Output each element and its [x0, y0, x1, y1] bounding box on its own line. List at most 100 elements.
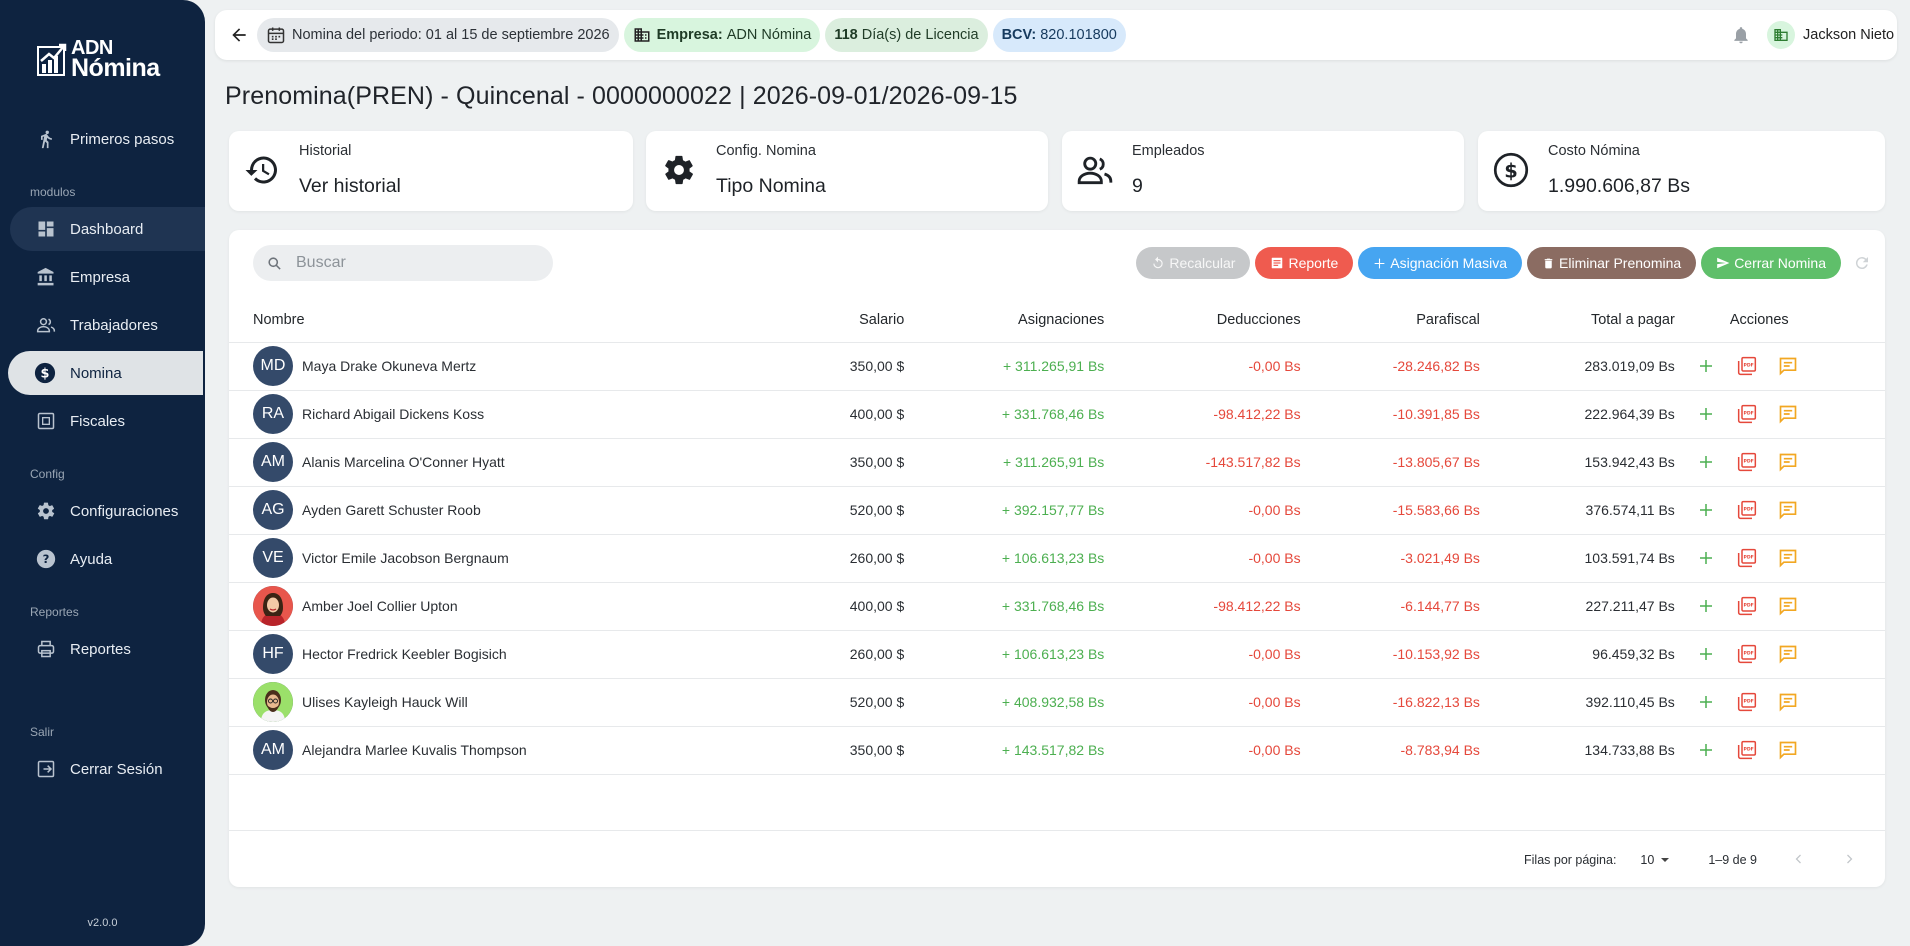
- search-input[interactable]: [296, 254, 516, 272]
- table-row[interactable]: Amber Joel Collier Upton 400,00 $ + 331.…: [229, 581, 1885, 630]
- comment-icon: [1779, 453, 1797, 472]
- man-avatar-icon: [253, 682, 293, 722]
- table-row[interactable]: RA Richard Abigail Dickens Koss 400,00 $ …: [229, 389, 1885, 438]
- pdf-button[interactable]: PDF: [1732, 591, 1762, 621]
- people-icon: [36, 318, 56, 333]
- card-config-nomina[interactable]: Config. Nomina Tipo Nomina: [646, 131, 1048, 211]
- comment-button[interactable]: [1773, 735, 1803, 765]
- parafiscal-cell: -13.805,67 Bs: [1300, 437, 1480, 486]
- walking-person-icon: [41, 130, 52, 149]
- sidebar-item-nomina[interactable]: $ Nomina: [8, 351, 203, 395]
- add-asignacion-button[interactable]: [1691, 495, 1721, 525]
- add-asignacion-button[interactable]: [1691, 639, 1721, 669]
- parafiscal-cell: -15.583,66 Bs: [1300, 485, 1480, 534]
- sidebar-item-ayuda[interactable]: ? Ayuda: [10, 537, 205, 581]
- brand-logo[interactable]: ADN Nómina: [37, 38, 160, 81]
- next-page-button[interactable]: [1843, 853, 1855, 868]
- comment-icon: [1779, 597, 1797, 616]
- sidebar-item-cerrar-sesion[interactable]: Cerrar Sesión: [10, 747, 205, 791]
- pdf-button[interactable]: PDF: [1732, 495, 1762, 525]
- comment-button[interactable]: [1773, 399, 1803, 429]
- pdf-button[interactable]: PDF: [1732, 351, 1762, 381]
- col-salario[interactable]: Salario: [859, 311, 905, 328]
- empresa-label: Empresa:: [656, 27, 723, 43]
- comment-button[interactable]: [1773, 351, 1803, 381]
- card-label: Config. Nomina: [716, 143, 816, 159]
- bell-icon[interactable]: [1731, 25, 1751, 45]
- col-parafiscal[interactable]: Parafiscal: [1416, 311, 1480, 328]
- bcv-chip[interactable]: BCV: 820.101800: [992, 18, 1126, 52]
- refresh-button[interactable]: [1849, 250, 1875, 276]
- people-icon: [1077, 156, 1113, 185]
- comment-icon: [1779, 357, 1797, 376]
- cerrar-nomina-button[interactable]: Cerrar Nomina: [1701, 247, 1841, 279]
- comment-icon: [1779, 741, 1797, 760]
- plus-icon: [1699, 408, 1712, 420]
- card-costo-nomina[interactable]: $ Costo Nómina 1.990.606,87 Bs: [1478, 131, 1885, 211]
- pdf-button[interactable]: PDF: [1732, 543, 1762, 573]
- add-asignacion-button[interactable]: [1691, 735, 1721, 765]
- prev-page-button[interactable]: [1793, 853, 1805, 868]
- asignacion-masiva-button[interactable]: Asignación Masiva: [1358, 247, 1523, 279]
- deducciones-cell: -0,00 Bs: [1104, 725, 1301, 775]
- card-historial[interactable]: Historial Ver historial: [229, 131, 633, 211]
- user-name[interactable]: Jackson Nieto: [1803, 27, 1895, 43]
- employee-name: Richard Abigail Dickens Koss: [302, 406, 485, 422]
- sidebar-item-empresa[interactable]: Empresa: [10, 255, 205, 299]
- table-row[interactable]: HF Hector Fredrick Keebler Bogisich 260,0…: [229, 629, 1885, 678]
- sidebar-item-trabajadores[interactable]: Trabajadores: [10, 303, 205, 347]
- add-asignacion-button[interactable]: [1691, 591, 1721, 621]
- search-box[interactable]: [253, 245, 553, 281]
- sidebar-item-reportes[interactable]: Reportes: [10, 627, 205, 671]
- comment-button[interactable]: [1773, 687, 1803, 717]
- printer-icon: [37, 640, 55, 658]
- calendar-icon: [267, 27, 285, 44]
- add-asignacion-button[interactable]: [1691, 687, 1721, 717]
- table-row[interactable]: Ulises Kayleigh Hauck Will 520,00 $ + 40…: [229, 677, 1885, 726]
- table-row[interactable]: MD Maya Drake Okuneva Mertz 350,00 $ + 31…: [229, 341, 1885, 390]
- add-asignacion-button[interactable]: [1691, 399, 1721, 429]
- sidebar-item-label: Configuraciones: [70, 502, 179, 520]
- sidebar-item-primeros-pasos[interactable]: Primeros pasos: [10, 117, 205, 161]
- comment-button[interactable]: [1773, 639, 1803, 669]
- col-asignaciones[interactable]: Asignaciones: [1018, 311, 1105, 328]
- pdf-button[interactable]: PDF: [1732, 639, 1762, 669]
- card-empleados[interactable]: Empleados 9: [1062, 131, 1464, 211]
- comment-button[interactable]: [1773, 447, 1803, 477]
- sidebar-item-label: Fiscales: [70, 412, 126, 430]
- col-total[interactable]: Total a pagar: [1590, 311, 1675, 328]
- recalcular-button[interactable]: Recalcular: [1136, 247, 1251, 279]
- licencia-chip[interactable]: 118 Día(s) de Licencia: [825, 18, 988, 52]
- add-asignacion-button[interactable]: [1691, 543, 1721, 573]
- back-button[interactable]: [221, 17, 257, 53]
- add-asignacion-button[interactable]: [1691, 447, 1721, 477]
- comment-button[interactable]: [1773, 591, 1803, 621]
- empresa-value: ADN Nómina: [726, 27, 812, 43]
- table-row[interactable]: AM Alejandra Marlee Kuvalis Thompson 350,…: [229, 725, 1885, 775]
- comment-icon: [1779, 645, 1797, 664]
- sidebar-item-label: Nomina: [70, 364, 122, 382]
- reporte-button[interactable]: Reporte: [1255, 247, 1354, 279]
- period-chip[interactable]: Nomina del periodo: 01 al 15 de septiemb…: [257, 18, 619, 52]
- pdf-button[interactable]: PDF: [1732, 399, 1762, 429]
- comment-button[interactable]: [1773, 495, 1803, 525]
- sidebar-item-configuraciones[interactable]: Configuraciones: [10, 489, 205, 533]
- table-row[interactable]: VE Victor Emile Jacobson Bergnaum 260,00 …: [229, 533, 1885, 582]
- sidebar-item-dashboard[interactable]: Dashboard: [10, 207, 205, 251]
- pdf-button[interactable]: PDF: [1732, 735, 1762, 765]
- pdf-button[interactable]: PDF: [1732, 687, 1762, 717]
- pdf-icon: PDF: [1737, 548, 1756, 568]
- comment-button[interactable]: [1773, 543, 1803, 573]
- rows-per-page-select[interactable]: 10: [1640, 853, 1670, 867]
- pdf-button[interactable]: PDF: [1732, 447, 1762, 477]
- empresa-chip[interactable]: Empresa: ADN Nómina: [623, 18, 821, 52]
- sidebar-item-fiscales[interactable]: Fiscales: [10, 399, 205, 443]
- employee-name: Ayden Garett Schuster Roob: [302, 502, 481, 518]
- col-deducciones[interactable]: Deducciones: [1216, 311, 1301, 328]
- eliminar-prenomina-button[interactable]: Eliminar Prenomina: [1527, 247, 1697, 279]
- col-nombre[interactable]: Nombre: [253, 311, 305, 328]
- table-row[interactable]: AG Ayden Garett Schuster Roob 520,00 $ + …: [229, 485, 1885, 534]
- table-row[interactable]: AM Alanis Marcelina O'Conner Hyatt 350,00…: [229, 437, 1885, 486]
- add-asignacion-button[interactable]: [1691, 351, 1721, 381]
- company-avatar[interactable]: [1767, 21, 1795, 49]
